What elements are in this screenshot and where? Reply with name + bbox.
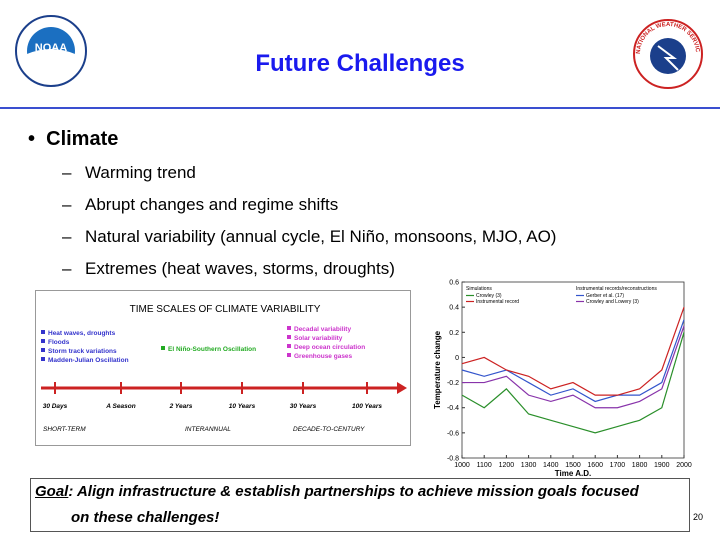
x-tick-label: 1500 [565, 462, 581, 469]
legend-label: Crowley (3) [476, 293, 502, 299]
y-tick-label: -0.6 [447, 430, 459, 437]
timeline-label: 30 Days [43, 403, 68, 410]
y-axis-label: Temperature change [433, 330, 442, 409]
marker [287, 335, 291, 339]
series-line [461, 332, 685, 434]
x-tick-label: 2000 [676, 462, 692, 469]
goal-text: on these challenges! [71, 509, 220, 526]
marker [41, 339, 45, 343]
timeline-label: 10 Years [229, 403, 256, 410]
y-tick-label: -0.4 [447, 405, 459, 412]
page-number: 20 [693, 512, 704, 522]
title: Future Challenges [255, 50, 465, 77]
diagram-title: TIME SCALES OF CLIMATE VARIABILITY [130, 304, 321, 315]
sub-bullet: – Abrupt changes and regime shifts [62, 195, 338, 215]
sub-bullet-text: Warming trend [85, 163, 196, 182]
y-tick-label: -0.8 [447, 456, 459, 463]
plot-area [461, 281, 685, 459]
range-label: DECADE-TO-CENTURY [293, 426, 365, 433]
timeline-label: 30 Years [290, 403, 317, 410]
x-tick-label: 1900 [654, 462, 670, 469]
marker [287, 326, 291, 330]
marker [41, 357, 45, 361]
x-tick-label: 1200 [499, 462, 515, 469]
y-tick-label: 0.4 [449, 305, 459, 312]
x-tick-label: 1100 [477, 462, 492, 469]
x-tick-label: 1400 [543, 462, 559, 469]
bullet-text: Climate [46, 128, 119, 150]
footer-box: Goal: Align infrastructure & establish p… [30, 478, 690, 532]
x-tick-label: 1800 [632, 462, 648, 469]
legend-header: Instrumental records/reconstructions [576, 286, 657, 292]
item: Solar variability [294, 335, 343, 342]
x-tick-label: 1000 [454, 462, 470, 469]
marker [161, 346, 165, 350]
series-line [461, 319, 685, 403]
range-label: SHORT-TERM [43, 426, 86, 433]
goal-line: Goal: Align infrastructure & establish p… [35, 483, 639, 500]
item: El Niño-Southern Oscillation [168, 346, 256, 353]
sub-bullet-text: Abrupt changes and regime shifts [85, 195, 339, 214]
logo-text: NOAA [35, 42, 67, 54]
sub-bullet-text: Extremes (heat waves, storms, droughts) [85, 259, 395, 278]
series-line [461, 306, 685, 396]
x-axis-label: Time A.D. [555, 469, 591, 478]
dash: – [62, 195, 72, 214]
item: Floods [48, 339, 70, 346]
goal-text: : Align infrastructure & establish partn… [68, 483, 639, 500]
marker [287, 353, 291, 357]
dash: – [62, 259, 72, 278]
legend-label: Gerber et al. (17) [586, 293, 624, 299]
timeline-label: A Season [105, 403, 135, 410]
item: Greenhouse gases [294, 353, 353, 360]
legend-label: Instrumental record [476, 299, 519, 305]
nws-logo: NATIONAL WEATHER SERVICE [630, 16, 703, 89]
timeline-label: 2 Years [169, 403, 193, 410]
series-line [462, 325, 685, 409]
chart: -0.8 -0.6 -0.4 -0.2 0 0.2 0.4 0.6 1000 1100 1200 13… [433, 280, 692, 479]
item: Deep ocean circulation [294, 344, 365, 351]
noaa-logo: NOAA [15, 15, 87, 87]
y-tick-label: 0 [455, 355, 459, 362]
sub-bullet: – Extremes (heat waves, storms, droughts) [62, 259, 395, 279]
y-tick-label: 0.2 [449, 330, 459, 337]
item: Decadal variability [294, 326, 351, 333]
timeline-label: 100 Years [352, 403, 382, 410]
marker [287, 344, 291, 348]
marker [41, 348, 45, 352]
bullet: • Climate [28, 128, 119, 150]
legend-label: Crowley and Lowery (3) [586, 299, 639, 305]
marker [41, 330, 45, 334]
y-tick-label: 0.6 [449, 280, 459, 287]
x-tick-label: 1700 [610, 462, 626, 469]
item: Madden-Julian Oscillation [48, 357, 129, 364]
rule [0, 107, 720, 109]
item: Storm track variations [48, 348, 117, 355]
dash: – [62, 163, 72, 182]
legend-header: Simulations [466, 286, 492, 292]
sub-bullet: – Natural variability (annual cycle, El N… [62, 227, 556, 247]
item: Heat waves, droughts [48, 330, 116, 337]
x-tick-label: 1600 [587, 462, 603, 469]
x-tick-label: 1300 [521, 462, 537, 469]
sub-bullet-text: Natural variability (annual cycle, El Ni… [85, 227, 557, 246]
diagram: TIME SCALES OF CLIMATE VARIABILITY Heat … [35, 290, 411, 446]
range-label: INTERANNUAL [185, 426, 231, 433]
dash: – [62, 227, 72, 246]
sub-bullet: – Warming trend [62, 163, 196, 183]
y-tick-label: -0.2 [447, 380, 459, 387]
goal-label: Goal [35, 483, 69, 500]
